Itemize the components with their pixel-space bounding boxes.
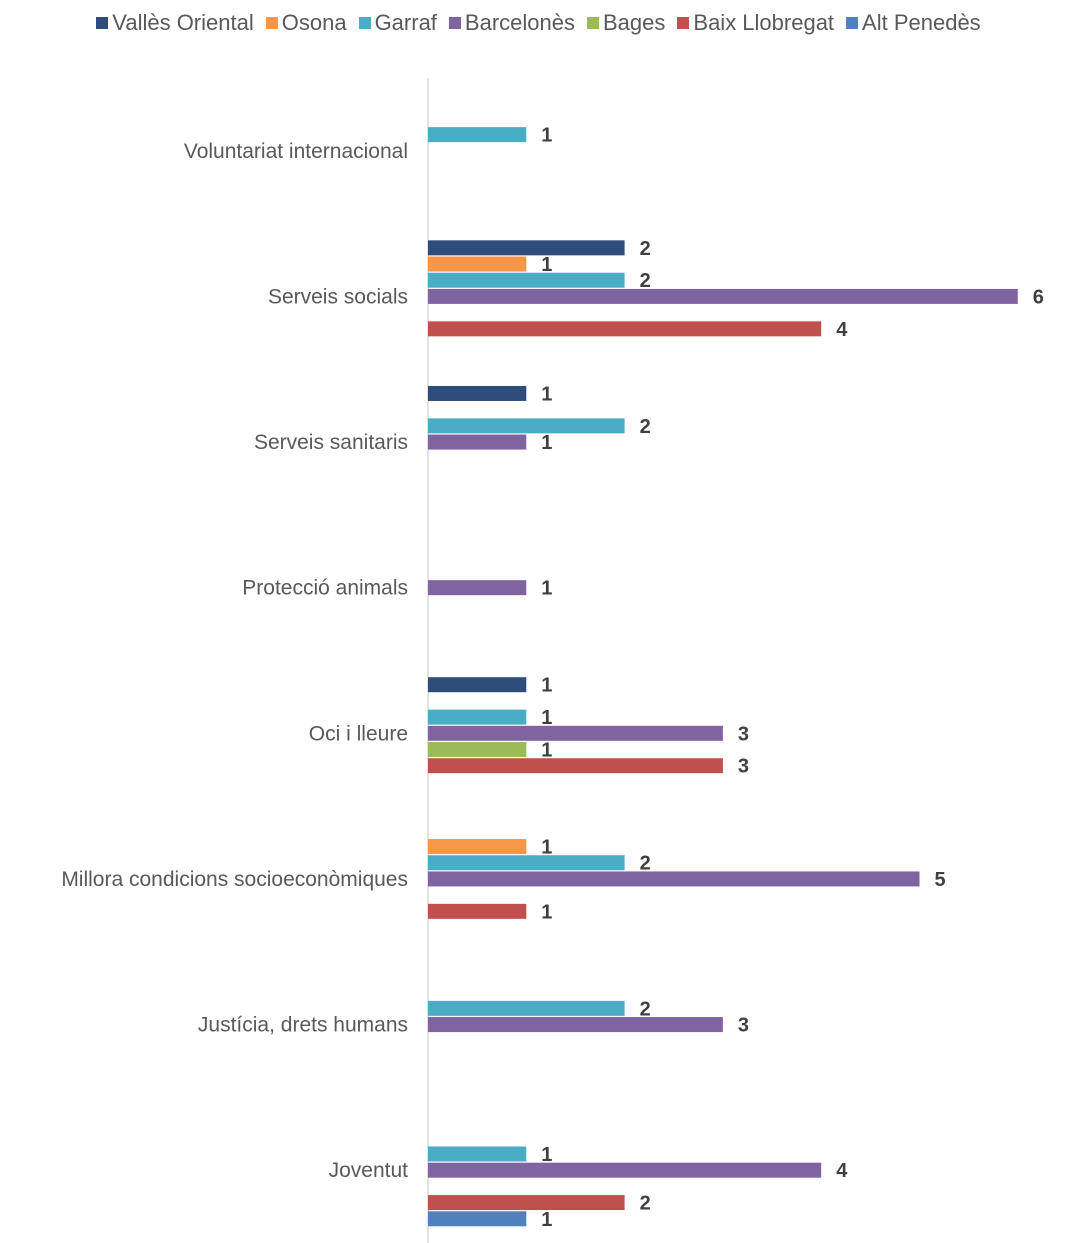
bar: [428, 726, 723, 741]
data-label: 3: [738, 756, 749, 778]
bar: [428, 855, 625, 870]
bar: [428, 871, 920, 886]
data-label: 3: [738, 723, 749, 745]
category-label: Oci i lleure: [309, 722, 408, 745]
data-label: 4: [836, 319, 848, 341]
bar: [428, 742, 526, 757]
data-label: 1: [541, 432, 552, 454]
category-label: Voluntariat internacional: [184, 140, 408, 163]
bar: [428, 1211, 526, 1226]
data-label: 5: [935, 869, 946, 891]
bar: [428, 257, 526, 272]
data-label: 1: [541, 675, 552, 697]
data-label: 3: [738, 1015, 749, 1037]
bar: [428, 839, 526, 854]
bar: [428, 677, 526, 692]
bar: [428, 386, 526, 401]
bar: [428, 240, 625, 255]
category-label: Justícia, drets humans: [198, 1014, 408, 1037]
category-label: Protecció animals: [242, 577, 408, 600]
data-label: 2: [640, 238, 651, 260]
bar: [428, 758, 723, 773]
data-label: 1: [541, 125, 552, 147]
bar: [428, 1146, 526, 1161]
bar: [428, 321, 821, 336]
data-label: 2: [640, 416, 651, 438]
data-label: 1: [541, 901, 552, 923]
category-label: Serveis sanitaris: [254, 431, 408, 454]
data-label: 1: [541, 1209, 552, 1231]
bar: [428, 710, 526, 725]
bar: [428, 1017, 723, 1032]
data-label: 1: [541, 383, 552, 405]
bar: [428, 273, 625, 288]
bar: [428, 127, 526, 142]
category-label: Serveis socials: [268, 285, 408, 308]
data-label: 1: [541, 578, 552, 600]
data-label: 6: [1033, 286, 1044, 308]
data-label: 2: [640, 1193, 651, 1215]
bar: [428, 418, 625, 433]
bar: [428, 1163, 821, 1178]
bar: [428, 904, 526, 919]
bar: [428, 435, 526, 450]
bar: [428, 1001, 625, 1016]
bar: [428, 289, 1018, 304]
data-label: 4: [836, 1160, 848, 1182]
bar: [428, 580, 526, 595]
bar: [428, 1195, 625, 1210]
category-label: Millora condicions socioeconòmiques: [61, 868, 408, 891]
category-label: Joventut: [329, 1159, 409, 1182]
